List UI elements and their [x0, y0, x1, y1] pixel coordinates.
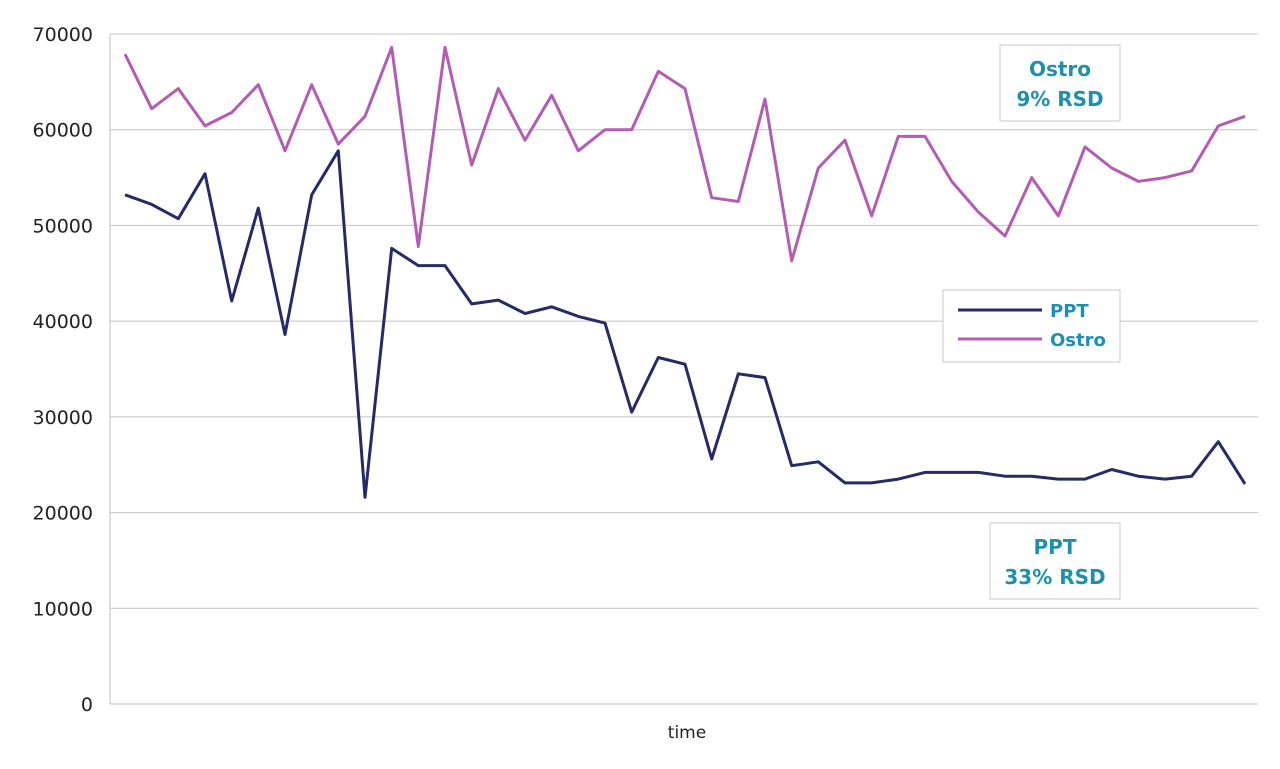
annotation-ostro-box	[999, 44, 1121, 122]
legend-label-ostro: Ostro	[1050, 330, 1106, 351]
y-tick-label-20000: 20000	[33, 503, 93, 525]
y-tick-label-50000: 50000	[33, 215, 93, 237]
series-lines	[123, 45, 1247, 499]
y-tick-label-60000: 60000	[33, 120, 93, 142]
annotation-ppt-line-2: 33% RSD	[1004, 565, 1105, 589]
annotation-ostro-line-2: 9% RSD	[1016, 87, 1103, 111]
legend-label-ppt: PPT	[1050, 301, 1089, 322]
series-line-ostro	[123, 45, 1246, 263]
annotation-ppt-line-1: PPT	[1034, 535, 1077, 559]
legend: PPT Ostro	[942, 289, 1121, 363]
series-line-ppt	[124, 149, 1247, 499]
y-tick-label-0: 0	[81, 694, 93, 716]
annotation-ppt-box	[989, 522, 1121, 600]
gridlines	[110, 33, 1258, 609]
y-tick-label-70000: 70000	[33, 24, 93, 46]
x-axis-title: time	[668, 723, 706, 743]
y-tick-label-10000: 10000	[33, 598, 93, 620]
y-tick-label-40000: 40000	[33, 311, 93, 333]
annotation-ostro-line-1: Ostro	[1029, 57, 1091, 81]
y-tick-label-30000: 30000	[33, 407, 93, 429]
legend-box	[942, 289, 1121, 363]
annotation-ostro: Ostro 9% RSD	[999, 44, 1121, 122]
annotation-ppt: PPT 33% RSD	[989, 522, 1121, 600]
y-tick-labels: 0 10000 20000 30000 40000 50000 60000 70000	[33, 24, 93, 716]
